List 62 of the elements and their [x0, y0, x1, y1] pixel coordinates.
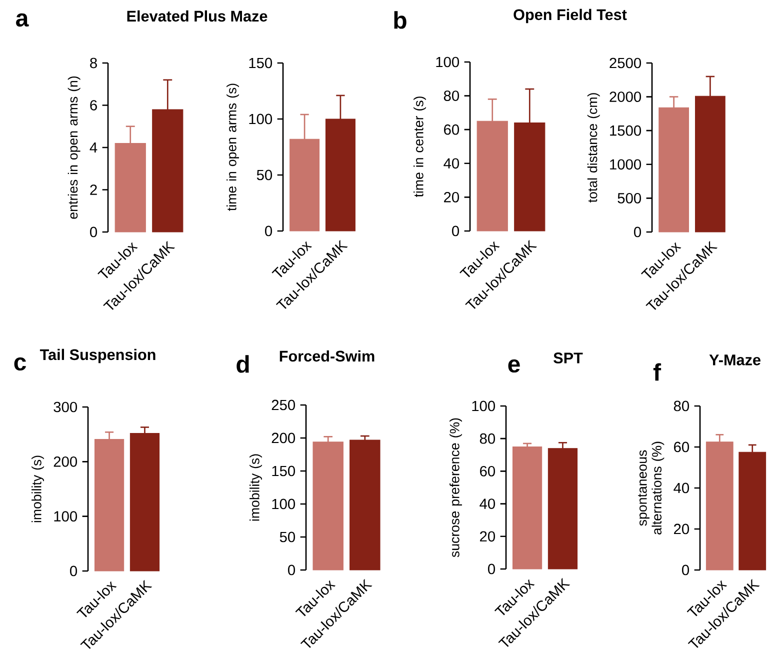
y-tick-label: 1500 [610, 125, 642, 136]
y-tick-label: 0 [288, 564, 296, 576]
text: f [653, 363, 662, 381]
y-tick-label: 40 [480, 498, 496, 509]
y-tick-label: 40 [674, 482, 690, 494]
y-axis-title: imobility (s) [250, 454, 262, 521]
text: e [508, 359, 520, 373]
y-tick-label: 250 [272, 400, 296, 410]
y-tick-label: 1000 [610, 159, 642, 170]
y-tick-label: 0 [488, 564, 496, 574]
y-tick-label: 0 [265, 226, 272, 236]
y-axis-title: imobility (s) [32, 456, 44, 522]
chart-title: Elevated Plus Maze [127, 10, 268, 22]
y-tick-label: 80 [480, 433, 496, 444]
y-tick-label: 2 [90, 184, 97, 195]
text: a [16, 13, 29, 27]
text: d [236, 355, 249, 373]
y-axis-title: entries in open arms (n) [68, 76, 80, 219]
y-tick-label: 50 [280, 532, 296, 542]
chart-title: Y-Maze [709, 354, 760, 366]
y-axis-title: time in center (s) [414, 96, 426, 198]
y-axis-title: sucrose preference (%) [450, 418, 462, 558]
y-tick-label: 60 [480, 466, 496, 476]
y-tick-label: 200 [272, 432, 296, 444]
y-tick-label: 60 [674, 442, 690, 452]
y-axis-title: total distance (cm) [587, 93, 600, 202]
y-tick-label: 100 [249, 114, 272, 124]
y-tick-label: 80 [444, 90, 460, 101]
y-tick-label: 0 [682, 564, 690, 576]
y-tick-label: 4 [90, 142, 98, 153]
y-tick-label: 150 [249, 58, 272, 68]
y-tick-label: 0 [452, 226, 460, 236]
y-tick-label: 150 [272, 466, 296, 476]
y-tick-label: 8 [90, 58, 97, 68]
chart-title: Tail Suspension [40, 348, 156, 364]
y-tick-label: 0 [70, 566, 78, 576]
y-tick-label: 20 [480, 531, 496, 542]
y-tick-label: 6 [90, 100, 97, 110]
y-tick-label: 100 [472, 400, 496, 412]
y-axis-title: time in open arms (s) [226, 84, 239, 211]
y-tick-label: 40 [444, 158, 460, 169]
y-tick-label: 20 [674, 524, 690, 534]
text: c [14, 357, 26, 371]
y-tick-label: 2000 [610, 92, 642, 102]
y-tick-label: 300 [54, 402, 78, 412]
y-tick-label: 20 [444, 192, 460, 202]
y-tick-label: 50 [256, 170, 272, 180]
chart-title: Open Field Test [514, 8, 627, 24]
y-tick-label: 0 [634, 226, 642, 238]
chart-title: Forced-Swim [280, 350, 374, 362]
y-tick-label: 100 [54, 511, 78, 522]
y-tick-label: 500 [618, 193, 642, 204]
y-tick-label: 2500 [610, 58, 642, 68]
y-tick-label: 200 [54, 456, 78, 467]
y-tick-label: 60 [444, 124, 460, 135]
y-axis-title: spontaneous alternations (%) [638, 442, 664, 534]
y-tick-label: 0 [90, 226, 98, 238]
y-tick-label: 100 [436, 56, 460, 68]
y-tick-label: 80 [674, 400, 690, 412]
chart-title: SPT [554, 352, 583, 364]
text: b [394, 11, 406, 29]
y-tick-label: 100 [272, 498, 296, 510]
